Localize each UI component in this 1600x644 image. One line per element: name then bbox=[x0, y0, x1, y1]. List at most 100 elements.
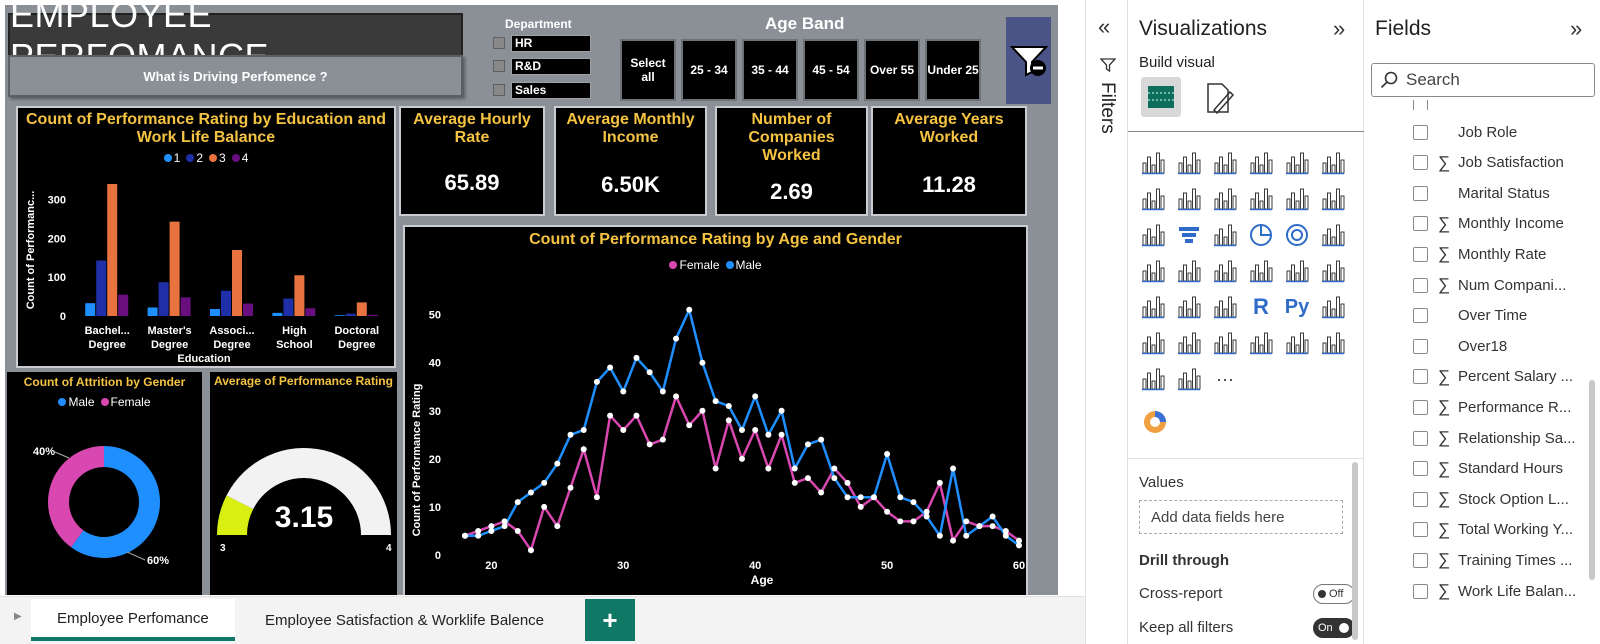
treemap-icon[interactable] bbox=[1320, 222, 1346, 248]
kpi-average-hourly-rate[interactable]: Average Hourly Rate 65.89 bbox=[399, 106, 545, 216]
area-chart-icon[interactable] bbox=[1176, 186, 1202, 212]
filled-map-icon[interactable] bbox=[1176, 258, 1202, 284]
legend-item[interactable]: 3 bbox=[209, 151, 226, 165]
attrition-donut-chart[interactable]: Count of Attrition by Gender Male Female… bbox=[7, 372, 202, 595]
field-item[interactable]: ∑ Training Times ... bbox=[1413, 548, 1593, 572]
field-item[interactable]: ∑ Total Working Y... bbox=[1413, 518, 1593, 542]
power-automate-icon[interactable] bbox=[1176, 366, 1202, 392]
azure-map-icon[interactable] bbox=[1320, 330, 1346, 356]
age-band-25-34[interactable]: 25 - 34 bbox=[681, 39, 737, 101]
cross-report-toggle[interactable]: Off bbox=[1313, 584, 1355, 604]
field-item[interactable]: Marital Status bbox=[1413, 181, 1593, 205]
legend-item[interactable]: Male bbox=[58, 395, 95, 409]
field-item[interactable]: ∑ Percent Salary ... bbox=[1413, 365, 1593, 389]
field-checkbox[interactable] bbox=[1413, 430, 1428, 446]
custom-visual-icon[interactable] bbox=[1141, 408, 1169, 436]
field-checkbox[interactable] bbox=[1413, 399, 1428, 415]
age-band-under-25[interactable]: Under 25 bbox=[925, 39, 981, 101]
map-icon[interactable] bbox=[1140, 258, 1166, 284]
kpi-average-years-worked[interactable]: Average Years Worked 11.28 bbox=[871, 106, 1027, 216]
age-band-35-44[interactable]: 35 - 44 bbox=[742, 39, 798, 101]
python-visual-icon[interactable]: Py bbox=[1284, 295, 1310, 318]
kpi-icon[interactable] bbox=[1320, 258, 1346, 284]
age-band-45-54[interactable]: 45 - 54 bbox=[803, 39, 859, 101]
field-checkbox[interactable] bbox=[1413, 552, 1428, 568]
keep-all-filters-toggle[interactable]: On bbox=[1313, 618, 1355, 638]
decomposition-tree-icon[interactable] bbox=[1140, 330, 1166, 356]
100-column-icon[interactable] bbox=[1320, 150, 1346, 176]
waterfall-icon[interactable] bbox=[1140, 222, 1166, 248]
field-checkbox[interactable] bbox=[1413, 155, 1428, 171]
field-checkbox[interactable] bbox=[1413, 246, 1428, 262]
add-data-fields-well[interactable]: Add data fields here bbox=[1139, 500, 1343, 534]
checkbox[interactable] bbox=[493, 60, 505, 72]
field-checkbox[interactable] bbox=[1413, 124, 1428, 140]
performance-gauge[interactable]: Average of Performance Rating 3.15 3 4 bbox=[210, 372, 397, 595]
field-item[interactable]: Job Role bbox=[1413, 120, 1593, 144]
legend-item[interactable]: Female bbox=[669, 258, 720, 272]
report-subtitle[interactable]: What is Driving Perfomence ? bbox=[8, 55, 463, 97]
expand-right-icon[interactable]: » bbox=[1570, 16, 1583, 41]
field-item[interactable]: Over18 bbox=[1413, 334, 1593, 358]
department-option-hr[interactable]: HR bbox=[493, 33, 603, 53]
legend-item[interactable]: Male bbox=[725, 258, 762, 272]
tab-employee-perfomance[interactable]: Employee Perfomance bbox=[31, 599, 235, 641]
qa-icon[interactable] bbox=[1176, 330, 1202, 356]
field-checkbox[interactable] bbox=[1413, 522, 1428, 538]
kpi-number-of-companies-worked[interactable]: Number of Companies Worked 2.69 bbox=[715, 106, 868, 216]
power-apps-icon[interactable] bbox=[1140, 366, 1166, 392]
age-band-over-55[interactable]: Over 55 bbox=[864, 39, 920, 101]
key-influencers-icon[interactable] bbox=[1320, 294, 1346, 320]
field-item[interactable]: ∑ Work Life Balan... bbox=[1413, 579, 1593, 603]
paginated-report-icon[interactable] bbox=[1284, 330, 1310, 356]
donut-icon[interactable] bbox=[1284, 222, 1310, 248]
education-bar-chart[interactable]: Count of Performance Rating by Education… bbox=[16, 106, 396, 368]
field-item[interactable]: ∑ Num Compani... bbox=[1413, 273, 1593, 297]
field-item[interactable]: ∑ Relationship Sa... bbox=[1413, 426, 1593, 450]
field-checkbox[interactable] bbox=[1413, 308, 1428, 324]
field-item[interactable]: ∑ Standard Hours bbox=[1413, 457, 1593, 481]
clustered-column-icon[interactable] bbox=[1248, 150, 1274, 176]
100-bar-icon[interactable] bbox=[1284, 150, 1310, 176]
scatter-icon[interactable] bbox=[1212, 222, 1238, 248]
checkbox[interactable] bbox=[493, 84, 505, 96]
field-checkbox[interactable] bbox=[1413, 277, 1428, 293]
format-visual-icon[interactable] bbox=[1202, 80, 1236, 116]
fields-scrollbar[interactable] bbox=[1589, 380, 1595, 580]
legend-item[interactable]: 2 bbox=[186, 151, 203, 165]
legend-item[interactable]: Female bbox=[100, 395, 151, 409]
line-clustered-icon[interactable] bbox=[1284, 186, 1310, 212]
expand-right-icon[interactable]: » bbox=[1333, 16, 1346, 41]
stacked-area-icon[interactable] bbox=[1212, 186, 1238, 212]
field-checkbox[interactable] bbox=[1413, 491, 1428, 507]
department-option-sales[interactable]: Sales bbox=[493, 80, 603, 100]
stacked-bar-icon[interactable] bbox=[1140, 150, 1166, 176]
funnel-icon[interactable] bbox=[1176, 222, 1202, 248]
field-checkbox[interactable] bbox=[1413, 369, 1428, 385]
clustered-bar-icon[interactable] bbox=[1212, 150, 1238, 176]
filters-pane-label[interactable]: Filters bbox=[1097, 82, 1118, 134]
ribbon-chart-icon[interactable] bbox=[1320, 186, 1346, 212]
clear-filters-button[interactable] bbox=[1006, 17, 1051, 104]
r-visual-icon[interactable]: R bbox=[1253, 294, 1269, 319]
collapse-left-icon[interactable]: « bbox=[1098, 14, 1111, 39]
viz-pane-scrollbar[interactable] bbox=[1352, 462, 1358, 640]
fields-search-input[interactable]: Search bbox=[1371, 63, 1595, 97]
tab-scroll-left-icon[interactable]: ▶ bbox=[14, 611, 22, 622]
gauge-icon[interactable] bbox=[1212, 258, 1238, 284]
field-item[interactable]: ∑ Monthly Income bbox=[1413, 212, 1593, 236]
more-visuals-icon[interactable]: ··· bbox=[1216, 368, 1234, 389]
field-item[interactable]: ∑ Job Satisfaction bbox=[1413, 151, 1593, 175]
kpi-average-monthly-income[interactable]: Average Monthly Income 6.50K bbox=[554, 106, 707, 216]
department-option-rd[interactable]: R&D bbox=[493, 56, 603, 76]
field-checkbox[interactable] bbox=[1413, 216, 1428, 232]
multi-row-card-icon[interactable] bbox=[1284, 258, 1310, 284]
field-checkbox[interactable] bbox=[1413, 583, 1428, 599]
age-band-select-all[interactable]: Select all bbox=[620, 39, 676, 101]
field-checkbox[interactable] bbox=[1413, 338, 1428, 354]
matrix-icon[interactable] bbox=[1212, 294, 1238, 320]
legend-item[interactable]: 1 bbox=[163, 151, 180, 165]
metrics-icon[interactable] bbox=[1248, 330, 1274, 356]
tab-employee-satisfaction[interactable]: Employee Satisfaction & Worklife Balence bbox=[265, 611, 545, 629]
line-chart-icon[interactable] bbox=[1140, 186, 1166, 212]
